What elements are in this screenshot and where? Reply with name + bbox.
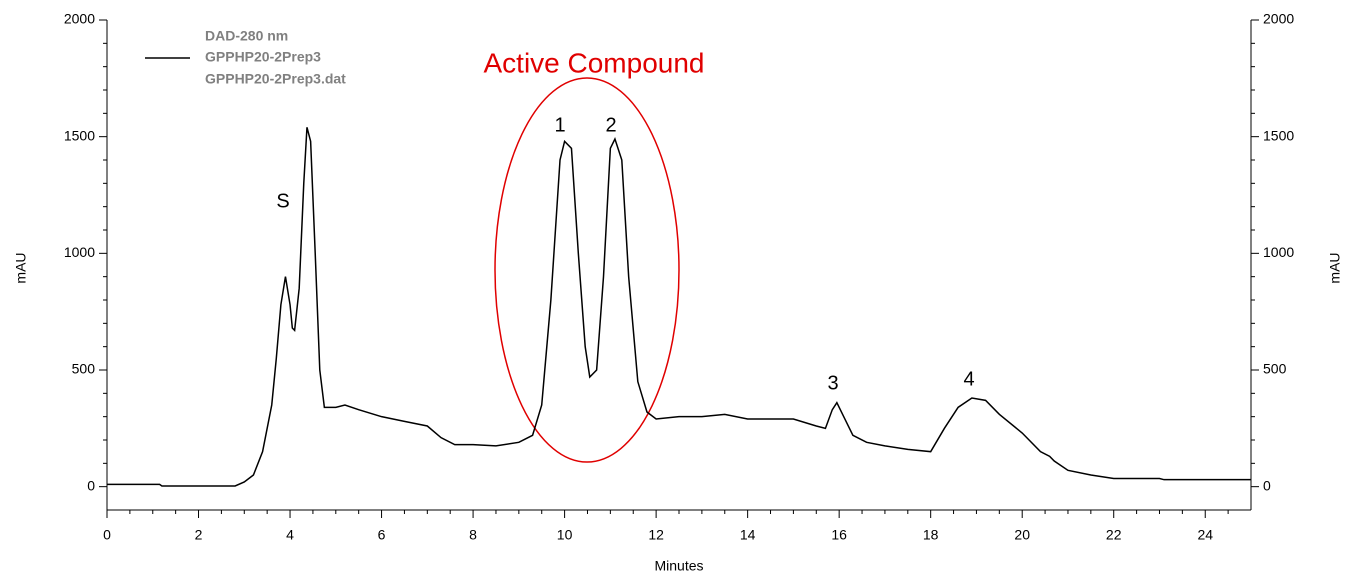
x-tick-label: 12 [648,527,664,543]
y-tick-label: 1000 [64,244,95,260]
x-tick-label: 2 [195,527,203,543]
x-tick-label: 24 [1197,527,1213,543]
y2-tick-label: 1500 [1263,127,1294,143]
annotation: 4 [963,368,974,390]
chromatogram-line [107,127,1251,487]
y-tick-label: 1500 [64,127,95,143]
annotation: 3 [827,372,838,394]
annotation: S [276,190,289,212]
annotation: 1 [554,114,565,136]
legend-header: DAD-280 nm [205,28,288,44]
y2-tick-label: 500 [1263,361,1287,377]
y-tick-label: 500 [72,361,96,377]
y-axis-label: mAU [13,252,29,283]
annotation: Active Compound [483,47,704,78]
y2-axis-label: mAU [1327,252,1343,283]
y-tick-label: 0 [87,477,95,493]
x-tick-label: 20 [1014,527,1030,543]
x-axis-label: Minutes [654,558,703,574]
y2-tick-label: 1000 [1263,244,1294,260]
legend-label: GPPHP20-2Prep3 [205,49,321,65]
y2-tick-label: 2000 [1263,11,1294,27]
y-tick-label: 2000 [64,11,95,27]
x-tick-label: 0 [103,527,111,543]
x-tick-label: 8 [469,527,477,543]
x-tick-label: 18 [923,527,939,543]
x-tick-label: 22 [1106,527,1122,543]
x-tick-label: 16 [831,527,847,543]
annotation: 2 [605,114,616,136]
y2-tick-label: 0 [1263,477,1271,493]
highlight-ellipse [494,77,680,463]
x-tick-label: 14 [740,527,756,543]
x-tick-label: 4 [286,527,294,543]
x-tick-label: 10 [557,527,573,543]
x-tick-label: 6 [378,527,386,543]
legend-footer: GPPHP20-2Prep3.dat [205,71,346,87]
